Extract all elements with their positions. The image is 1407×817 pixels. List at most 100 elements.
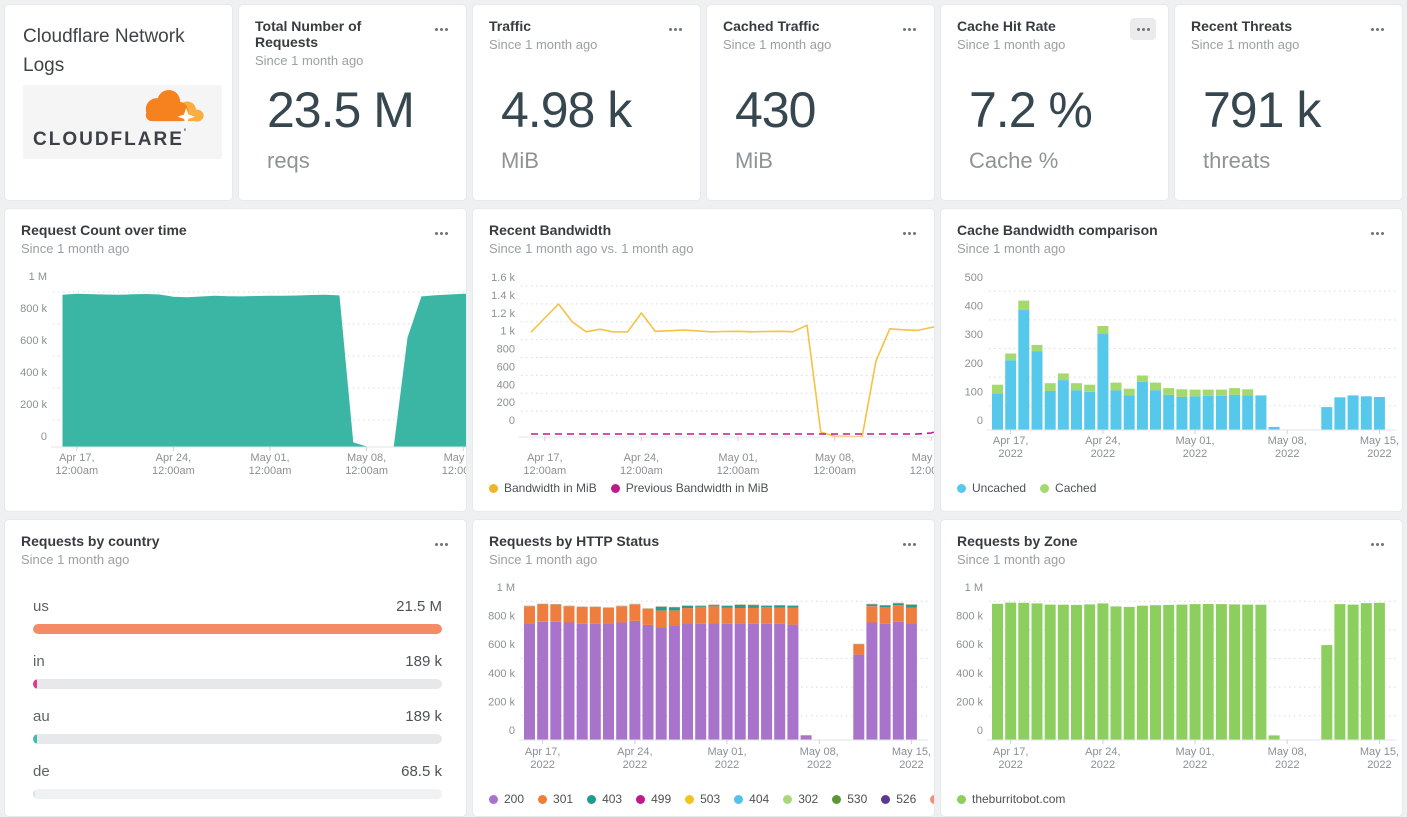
svg-text:May 01,: May 01,	[1175, 746, 1214, 758]
country-bar-fill	[33, 734, 37, 744]
legend-item-200[interactable]: 200	[489, 792, 524, 806]
more-options-icon	[907, 231, 911, 235]
svg-text:May 01,: May 01,	[707, 746, 746, 758]
svg-text:2022: 2022	[1183, 759, 1207, 771]
panel-menu-button[interactable]	[896, 18, 922, 40]
panel-menu-button[interactable]	[428, 533, 454, 555]
country-row-in: in 189 k	[33, 647, 442, 702]
panel-subtitle: Since 1 month ago	[957, 552, 1066, 567]
legend-item-previous-bandwidth-in-mib[interactable]: Previous Bandwidth in MiB	[610, 481, 769, 495]
stat-unit: MiB	[501, 148, 539, 173]
panel-cache-bandwidth: Cache Bandwidth comparison Since 1 month…	[940, 208, 1403, 512]
panel-menu-button[interactable]	[428, 18, 454, 40]
chart-legend: 200 301 403 499 503 404 302 530 526 524	[489, 792, 934, 806]
legend-item-301[interactable]: 301	[538, 792, 573, 806]
country-bar-track	[33, 789, 442, 799]
legend-dot-icon	[783, 794, 793, 804]
legend-label: 200	[504, 792, 525, 806]
zone-chart: 1 M 800 k 600 k 400 k 200 k 0 Apr 17, 2022 Apr 2…	[941, 520, 1402, 816]
panel-menu-button[interactable]	[1364, 18, 1390, 40]
stat-unit: Cache %	[969, 148, 1059, 173]
stat-value: 791 k	[1203, 82, 1321, 138]
svg-text:12:00am: 12:00am	[345, 465, 388, 477]
legend-item-404[interactable]: 404	[734, 792, 769, 806]
panel-menu-button[interactable]	[896, 222, 922, 244]
country-bar-fill	[33, 679, 37, 689]
svg-text:400: 400	[965, 301, 983, 313]
panel-title: Recent Bandwidth	[489, 222, 612, 238]
more-options-icon	[1375, 27, 1379, 31]
card-title: Cached Traffic	[723, 18, 820, 34]
legend-item-bandwidth-in-mib[interactable]: Bandwidth in MiB	[489, 481, 597, 495]
legend-dot-icon	[881, 794, 891, 804]
svg-text:2022: 2022	[807, 759, 831, 771]
svg-text:12:00am: 12:00am	[910, 465, 934, 477]
svg-text:0: 0	[509, 415, 515, 427]
chart-legend: theburritobot.com	[957, 792, 1065, 806]
legend-label: Previous Bandwidth in MiB	[625, 481, 769, 495]
svg-text:May 08,: May 08,	[347, 452, 386, 464]
panel-subtitle: Since 1 month ago	[489, 552, 598, 567]
legend-label: 301	[553, 792, 574, 806]
card-subtitle: Since 1 month ago	[489, 37, 598, 52]
card-title: Recent Threats	[1191, 18, 1293, 34]
panel-subtitle: Since 1 month ago vs. 1 month ago	[489, 241, 694, 256]
svg-text:12:00am: 12:00am	[813, 465, 856, 477]
legend-label: 403	[602, 792, 623, 806]
svg-text:Apr 24,: Apr 24,	[1085, 746, 1120, 758]
legend-item-403[interactable]: 403	[587, 792, 622, 806]
legend-label: theburritobot.com	[972, 792, 1066, 806]
svg-text:Apr 24,: Apr 24,	[624, 452, 659, 464]
panel-menu-button[interactable]	[1130, 18, 1156, 40]
svg-text:2022: 2022	[1367, 759, 1391, 771]
stat-value: 4.98 k	[501, 82, 632, 138]
svg-text:200 k: 200 k	[488, 696, 515, 708]
svg-text:Apr 24,: Apr 24,	[156, 452, 191, 464]
panel-menu-button[interactable]	[662, 18, 688, 40]
request-count-chart: 1 M 800 k 600 k 400 k 200 k 0 Apr 17, 12:00am Ap…	[5, 209, 466, 511]
legend-item-302[interactable]: 302	[783, 792, 818, 806]
panel-menu-button[interactable]	[1364, 533, 1390, 555]
svg-text:600: 600	[497, 361, 515, 373]
legend-item-uncached[interactable]: Uncached	[957, 481, 1026, 495]
legend-item-526[interactable]: 526	[881, 792, 916, 806]
svg-text:May 08,: May 08,	[800, 746, 839, 758]
panel-requests-by-zone: Requests by Zone Since 1 month ago 1 M 80…	[940, 519, 1403, 817]
more-options-icon	[439, 27, 443, 31]
svg-text:2022: 2022	[715, 759, 739, 771]
legend-label: 404	[749, 792, 770, 806]
legend-item-cached[interactable]: Cached	[1040, 481, 1096, 495]
panel-menu-button[interactable]	[1364, 222, 1390, 244]
stat-unit: threats	[1203, 148, 1271, 173]
country-bar-track	[33, 679, 442, 689]
svg-text:Apr 17,: Apr 17,	[993, 435, 1028, 447]
panel-recent-bandwidth: Recent Bandwidth Since 1 month ago vs. 1…	[472, 208, 935, 512]
svg-text:800 k: 800 k	[20, 303, 47, 315]
legend-dot-icon	[538, 794, 548, 804]
svg-text:2022: 2022	[1275, 448, 1299, 460]
country-bar-list: us 21.5 M in 189 k au 189 k de 68.5 k	[33, 592, 442, 812]
legend-item-524[interactable]: 524	[930, 792, 934, 806]
svg-text:12:00am: 12:00am	[717, 465, 760, 477]
legend-dot-icon	[489, 794, 498, 804]
panel-menu-button[interactable]	[428, 222, 454, 244]
legend-label: 530	[847, 792, 868, 806]
svg-text:May 15,: May 15,	[892, 746, 931, 758]
panel-requests-by-country: Requests by country Since 1 month ago us…	[4, 519, 467, 817]
panel-title: Requests by Zone	[957, 533, 1078, 549]
card-subtitle: Since 1 month ago	[255, 53, 364, 68]
stat-unit: MiB	[735, 148, 773, 173]
svg-text:400 k: 400 k	[20, 367, 47, 379]
legend-item-499[interactable]: 499	[636, 792, 671, 806]
legend-item-theburritobot-com[interactable]: theburritobot.com	[957, 792, 1065, 806]
more-options-icon	[439, 231, 443, 235]
legend-item-503[interactable]: 503	[685, 792, 720, 806]
legend-dot-icon	[957, 483, 966, 493]
panel-menu-button[interactable]	[896, 533, 922, 555]
legend-item-530[interactable]: 530	[832, 792, 867, 806]
country-value: 68.5 k	[401, 763, 442, 780]
